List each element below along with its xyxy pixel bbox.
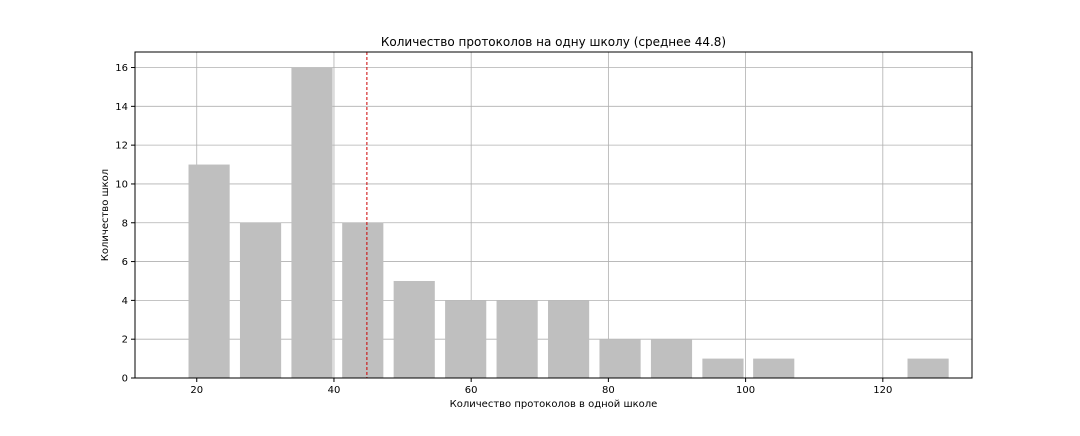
- bar: [291, 67, 333, 379]
- plot-frame: [134, 51, 973, 379]
- bar: [753, 358, 795, 378]
- y-tick-label: 0: [122, 374, 128, 385]
- x-tick-label: 20: [190, 385, 203, 396]
- bar: [548, 300, 590, 378]
- axis-ticks: 20 40 60 80 100 120 0 2 4 6 8 10 12 14 16: [115, 63, 892, 396]
- bar: [393, 280, 435, 378]
- y-tick-label: 2: [122, 335, 128, 346]
- x-tick-label: 40: [328, 385, 341, 396]
- y-tick-label: 8: [122, 218, 128, 229]
- bar: [342, 222, 384, 378]
- bar: [702, 358, 744, 378]
- y-tick-label: 14: [115, 102, 128, 113]
- bar: [650, 339, 693, 378]
- y-tick-label: 10: [115, 179, 128, 190]
- y-tick-label: 4: [122, 296, 128, 307]
- y-tick-label: 12: [115, 141, 128, 152]
- bar: [188, 164, 230, 378]
- x-axis-label: Количество протоколов в одной школе: [450, 399, 658, 410]
- x-tick-label: 100: [736, 385, 755, 396]
- y-axis-label: Количество школ: [100, 169, 111, 261]
- chart-title: Количество протоколов на одну школу (сре…: [381, 35, 726, 49]
- bar: [239, 222, 282, 378]
- bar: [907, 358, 949, 378]
- bar: [496, 300, 538, 378]
- y-tick-label: 6: [122, 257, 128, 268]
- x-tick-label: 120: [873, 385, 892, 396]
- bar: [445, 300, 487, 378]
- y-tick-label: 16: [115, 63, 128, 74]
- x-tick-label: 80: [602, 385, 615, 396]
- bars: [188, 67, 949, 379]
- bar: [599, 339, 641, 378]
- x-tick-label: 60: [465, 385, 478, 396]
